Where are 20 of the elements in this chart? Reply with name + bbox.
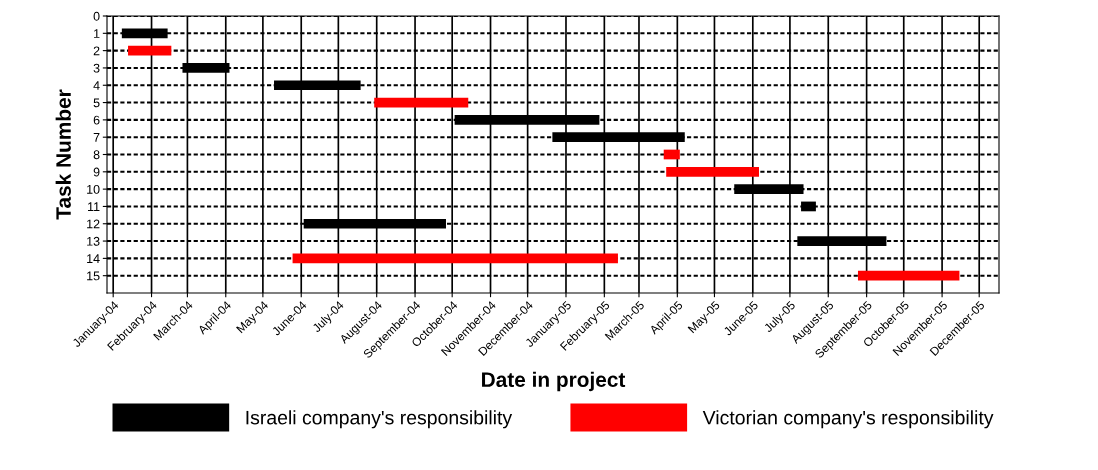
y-tick-label: 0 [93, 11, 100, 21]
text: Israeli company's responsibility [246, 410, 513, 429]
y-tick-label: 9 [93, 167, 100, 177]
y-tick-label: 14 [87, 254, 100, 263]
y-tick-label: 11 [88, 202, 100, 211]
y-tick-label: 1 [94, 29, 100, 38]
y-tick-label: 5 [93, 98, 100, 108]
y-axis-title: Task Number [55, 89, 71, 220]
y-tick-label: 2 [93, 46, 100, 56]
y-tick-label: 4 [93, 81, 100, 90]
text: Victorian company's responsibility [702, 410, 994, 429]
y-tick-label: 7 [93, 133, 100, 142]
y-tick-label: 10 [87, 184, 100, 194]
y-tick-label: 12 [87, 219, 100, 229]
y-tick-label: 8 [93, 150, 100, 160]
y-tick-label: 13 [87, 236, 100, 246]
y-tick-label: 15 [87, 271, 100, 281]
x-axis-title: Date in project [482, 371, 626, 392]
y-tick-label: 6 [93, 115, 100, 125]
y-tick-label: 3 [93, 63, 100, 73]
